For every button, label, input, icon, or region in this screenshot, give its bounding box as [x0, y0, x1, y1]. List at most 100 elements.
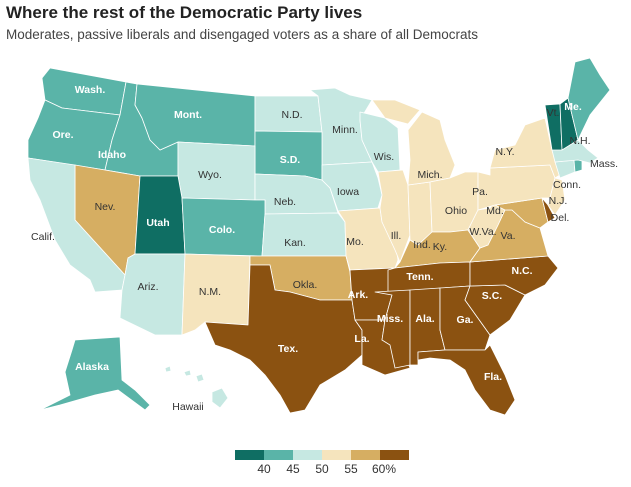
- state-label: Ala.: [415, 313, 434, 325]
- legend-swatch: [293, 450, 322, 460]
- state-label: Ark.: [348, 289, 369, 301]
- state-label: N.D.: [282, 109, 303, 121]
- state-tx: [204, 264, 363, 414]
- state-label: Nev.: [95, 201, 116, 213]
- state-me: [567, 57, 611, 141]
- state-shape: [371, 99, 421, 125]
- state-shape: [573, 159, 583, 173]
- state-label: Miss.: [377, 313, 403, 325]
- state-label: Colo.: [209, 224, 235, 236]
- state-label: Vt.: [547, 107, 560, 119]
- state-label: Ariz.: [138, 281, 159, 293]
- state-label: N.Y.: [495, 146, 514, 158]
- state-ny: [489, 117, 561, 179]
- state-shape: [39, 336, 151, 411]
- state-shape: [204, 264, 363, 414]
- state-shape: [567, 57, 611, 141]
- state-label: Me.: [564, 101, 582, 113]
- state-shape: [183, 369, 192, 377]
- state-shape: [27, 157, 126, 293]
- state-label: Mont.: [174, 109, 202, 121]
- state-shape: [119, 253, 186, 336]
- state-shape: [195, 373, 205, 383]
- state-shape: [469, 255, 559, 296]
- state-label: N.C.: [512, 265, 533, 277]
- legend-swatch: [235, 450, 264, 460]
- legend-label: 45: [286, 462, 300, 476]
- state-label: Okla.: [293, 279, 318, 291]
- legend-swatch: [264, 450, 293, 460]
- state-nj: [547, 177, 566, 216]
- state-label: Utah: [146, 217, 169, 229]
- state-label: Ga.: [457, 314, 474, 326]
- page-title: Where the rest of the Democratic Party l…: [6, 3, 363, 22]
- state-shape: [547, 177, 566, 216]
- state-de: [541, 197, 556, 223]
- state-label: Hawaii: [172, 401, 204, 413]
- state-label: Ind.: [413, 239, 431, 251]
- state-il: [377, 169, 411, 263]
- state-label: W.Va.: [469, 226, 496, 238]
- state-label: Wyo.: [198, 169, 222, 181]
- state-shape: [261, 212, 347, 257]
- state-label: Neb.: [274, 196, 296, 208]
- state-label: Mass.: [590, 158, 618, 170]
- state-label: Va.: [501, 230, 516, 242]
- state-label: N.M.: [199, 286, 221, 298]
- page-subtitle: Moderates, passive liberals and disengag…: [6, 27, 478, 42]
- state-label: Kan.: [284, 237, 306, 249]
- state-label: Ill.: [391, 230, 402, 242]
- state-ut: [134, 175, 186, 255]
- legend-swatch: [322, 450, 351, 460]
- state-ak: [39, 336, 151, 411]
- state-shape: [417, 344, 516, 416]
- state-label: Ky.: [433, 241, 447, 253]
- state-label: Iowa: [337, 186, 359, 198]
- state-shape: [541, 197, 556, 223]
- legend-swatch: [380, 450, 409, 460]
- legend-label: 40: [257, 462, 271, 476]
- state-label: S.C.: [482, 290, 503, 302]
- state-shape: [134, 175, 186, 255]
- state-label: Mo.: [346, 236, 364, 248]
- state-label: Md.: [486, 205, 504, 217]
- state-label: Idaho: [98, 149, 126, 161]
- state-shape: [164, 365, 172, 373]
- state-shape: [489, 117, 561, 179]
- state-label: Alaska: [75, 361, 109, 373]
- legend-label: 60%: [372, 462, 396, 476]
- state-hi: [164, 365, 229, 409]
- legend: 40 45 50 55 60%: [235, 450, 409, 476]
- state-label: N.J.: [549, 195, 568, 207]
- state-shape: [407, 111, 456, 186]
- state-nc: [469, 255, 559, 296]
- legend-label: 50: [315, 462, 329, 476]
- state-label: Tenn.: [406, 271, 433, 283]
- state-label: Pa.: [472, 186, 488, 198]
- state-az: [119, 253, 186, 336]
- state-ca: [27, 157, 126, 293]
- state-label: Ohio: [445, 205, 467, 217]
- state-shape: [429, 171, 479, 233]
- state-oh: [429, 171, 479, 233]
- state-label: Wash.: [75, 84, 106, 96]
- state-label: N.H.: [570, 135, 591, 147]
- state-label: Minn.: [332, 124, 358, 136]
- state-ri: [573, 159, 583, 173]
- legend-swatch: [351, 450, 380, 460]
- state-label: La.: [354, 333, 369, 345]
- legend-label: 55: [344, 462, 358, 476]
- state-fl: [417, 344, 516, 416]
- state-label: Calif.: [31, 231, 55, 243]
- state-label: S.D.: [280, 154, 301, 166]
- state-shape: [377, 169, 411, 263]
- state-label: Tex.: [278, 343, 298, 355]
- state-label: Del.: [551, 212, 570, 224]
- state-shape: [211, 387, 229, 409]
- state-label: Conn.: [553, 179, 581, 191]
- state-ks: [261, 212, 347, 257]
- state-label: Mich.: [417, 169, 442, 181]
- state-label: Ore.: [52, 129, 73, 141]
- state-mi: [371, 99, 456, 186]
